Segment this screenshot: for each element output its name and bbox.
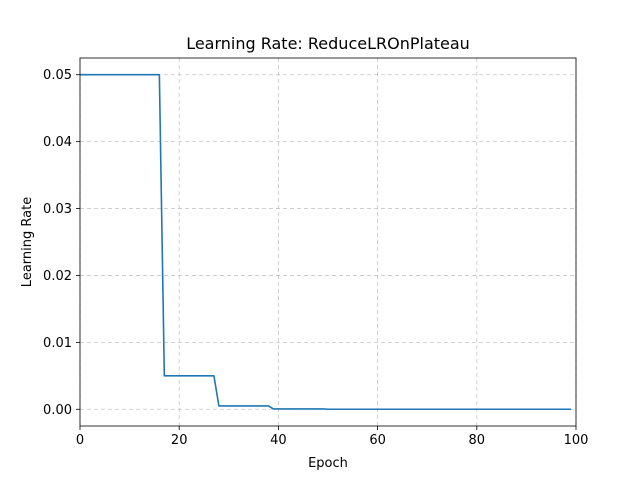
y-axis: 0.00 0.01 0.02 0.03 0.04 0.05	[43, 68, 80, 418]
x-tick-label: 100	[564, 433, 589, 448]
x-axis: 0 20 40 60 80 100	[76, 426, 589, 448]
x-tick-label: 40	[270, 433, 287, 448]
x-tick-label: 0	[76, 433, 84, 448]
x-tick-label: 20	[171, 433, 188, 448]
x-axis-label: Epoch	[308, 456, 348, 471]
series-line-0	[80, 73, 572, 411]
y-tick-label: 0.03	[43, 202, 72, 217]
y-tick-label: 0.00	[43, 403, 72, 418]
y-tick-label: 0.05	[43, 68, 72, 83]
y-tick-label: 0.02	[43, 269, 72, 284]
plot-frame	[79, 57, 577, 427]
series-layer	[80, 73, 572, 411]
x-tick-label: 60	[369, 433, 386, 448]
chart-title: Learning Rate: ReduceLROnPlateau	[186, 34, 470, 53]
y-tick-label: 0.01	[43, 336, 72, 351]
y-axis-label: Learning Rate	[20, 197, 35, 287]
y-tick-label: 0.04	[43, 135, 72, 150]
x-tick-label: 80	[469, 433, 486, 448]
